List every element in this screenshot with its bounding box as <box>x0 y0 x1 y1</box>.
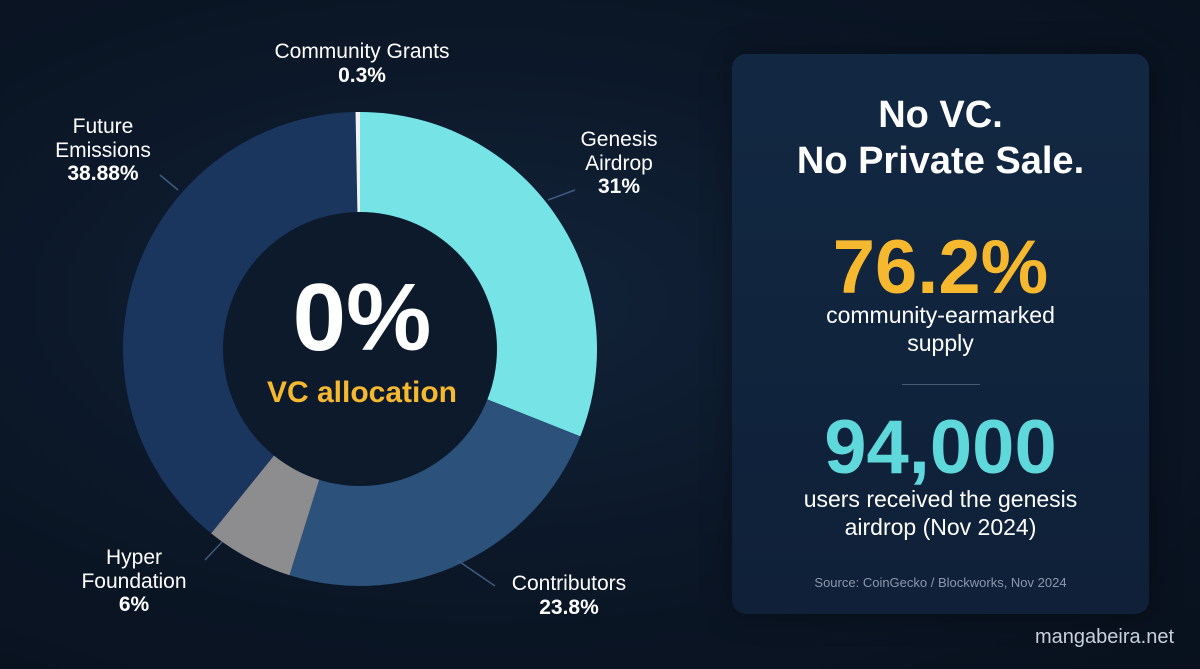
vc-allocation-caption: VC allocation <box>266 376 458 409</box>
slice-value-text: 23.8% <box>539 595 599 619</box>
panel-headline: No VC. No Private Sale. <box>796 94 1085 183</box>
slice-label-text: Contributors <box>511 572 627 595</box>
slice-value-text: 38.88% <box>67 162 139 186</box>
airdrop-users-caption: users received the genesis airdrop (Nov … <box>803 486 1078 540</box>
slice-label-community-grants: Community Grants 0.3% <box>232 40 492 87</box>
leader-lines <box>159 174 576 587</box>
slice-label-genesis-airdrop: Genesis Airdrop 31% <box>556 128 682 199</box>
leader-line-genesis-airdrop <box>547 189 576 201</box>
source-note: Source: CoinGecko / Blockworks, Nov 2024 <box>814 575 1067 590</box>
donut-center: 0% VC allocation <box>212 270 512 410</box>
slice-label-future-emissions: Future Emissions 38.88% <box>28 115 178 186</box>
slice-label-contributors: Contributors 23.8% <box>480 572 658 619</box>
vc-allocation-value: 0% <box>292 264 432 371</box>
slice-label-text: Genesis Airdrop <box>580 128 658 175</box>
summary-panel: No VC. No Private Sale. 76.2% community-… <box>732 54 1149 614</box>
panel-divider <box>902 384 980 385</box>
slice-value-text: 31% <box>597 175 641 199</box>
slice-label-text: Future Emissions <box>55 115 151 162</box>
leader-line-contributors <box>456 559 496 587</box>
community-supply-percent: 76.2% <box>832 225 1049 310</box>
slice-label-hyper-foundation: Hyper Foundation 6% <box>54 546 214 617</box>
airdrop-users-count: 94,000 <box>824 405 1057 490</box>
community-supply-caption: community-earmarked supply <box>826 302 1055 356</box>
site-watermark: mangabeira.net <box>1035 626 1174 648</box>
leader-line-hyper-foundation <box>204 541 223 561</box>
slice-value-text: 6% <box>118 593 150 617</box>
leader-line-future-emissions <box>159 174 179 191</box>
slice-label-text: Community Grants <box>274 40 450 63</box>
donut-hole <box>223 212 497 486</box>
slice-label-text: Hyper Foundation <box>81 546 187 593</box>
slice-value-text: 0.3% <box>338 63 386 87</box>
donut-chart <box>123 111 597 587</box>
